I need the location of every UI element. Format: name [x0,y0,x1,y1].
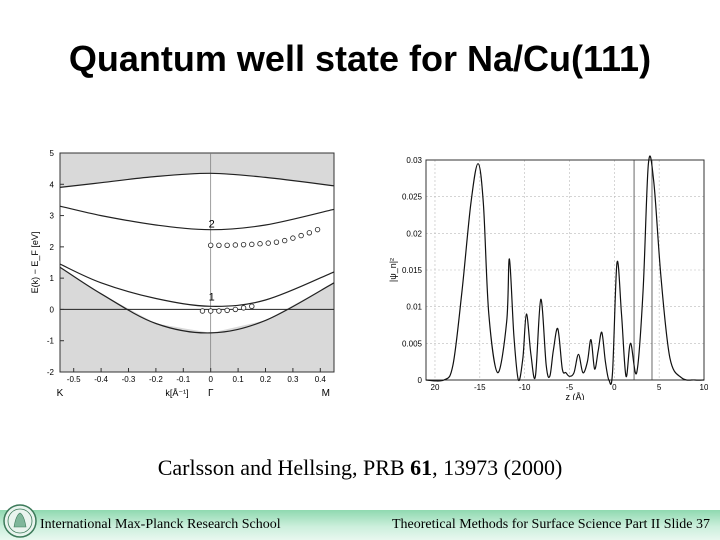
y-axis-label: |ψ_n|² [388,258,398,282]
wavefunction-chart: 0 0.005 0.01 0.015 0.02 0.025 0.03 20 -15 -10 -5 0 5… [388,155,708,400]
y-tick-label: 2 [50,243,55,252]
y-tick-label: 0.02 [406,229,422,238]
data-point [216,308,222,314]
x-tick-label: -10 [519,383,531,392]
band-curve-4 [59,266,335,334]
footer-course: Theoretical Methods for Surface Science … [391,517,710,532]
y-tick-label: 0.005 [402,339,423,348]
data-point [232,306,239,313]
y-tick-label: 4 [50,180,55,189]
footer-bar [0,510,720,540]
data-point [224,307,230,314]
band-annotation: 2 [209,219,215,231]
band-structure-chart: -2 -1 0 1 2 3 4 5 -0.5 -0.4 -0.3 -0.2 -0.1 0 0.1 0.2 0.3… [30,149,335,399]
data-point [273,239,280,245]
plot-frame [425,159,705,381]
data-point [306,230,313,236]
y-tick-label: 0.025 [402,193,423,202]
x-tick-label: -0.3 [122,375,136,384]
data-point [207,308,214,314]
data-point [224,242,230,248]
data-point [257,241,263,247]
y-tick-label: 0 [50,305,55,314]
y-tick-label: 3 [50,212,55,221]
footer-school: International Max-Planck Research School [40,517,281,532]
slide-title: Quantum well state for Na/Cu(111) [68,38,652,79]
y-tick-label: 0 [418,376,423,385]
x-tick-label: -0.2 [149,375,163,384]
x-tick-label: -5 [566,383,574,392]
x-tick-label: 0 [612,383,617,392]
x-tick-label: 0.2 [260,375,272,384]
x-tick-label: 0.3 [287,375,299,384]
x-axis-label: k[Å⁻¹] [165,388,188,398]
symmetry-point-label: M [322,388,330,399]
data-point [249,241,255,248]
y-tick-label: 1 [50,274,55,283]
citation-authors: Carlsson and Hellsing, PRB [157,455,411,480]
max-planck-logo [3,504,37,538]
y-tick-label: 0.015 [402,266,423,275]
x-tick-label: 0 [208,375,213,384]
x-tick-label: 20 [431,383,440,392]
data-point [240,241,247,248]
plot-frame [59,152,335,373]
data-point [216,242,222,248]
y-tick-label: 0.01 [406,303,422,312]
y-tick-label: 0.03 [406,156,422,165]
data-point [265,240,271,246]
data-point [240,305,247,311]
citation-pages: , 13973 (2000) [432,455,563,480]
band-curve-3 [59,263,335,307]
citation-volume: 61 [410,455,433,480]
y-tick-label: 5 [50,149,55,158]
y-tick-label: -1 [47,337,55,346]
citation: Carlsson and Hellsing, PRB 61, 13973 (20… [0,455,720,481]
band-curve-1 [59,172,335,188]
data-point [249,303,255,309]
x-tick-label: 0.1 [233,375,245,384]
data-point [232,242,239,248]
band-annotation: 1 [209,292,215,304]
symmetry-point-label: Γ [208,388,214,399]
y-tick-label: -2 [47,368,55,377]
x-tick-label: -0.5 [67,375,81,384]
x-tick-label: 0.4 [315,375,327,384]
data-point [290,235,296,241]
shaded-region-lower [60,267,334,372]
data-point [199,308,206,314]
data-point [298,232,304,239]
density-curve [425,155,705,385]
x-tick-label: -15 [474,383,486,392]
data-point [207,242,214,248]
x-tick-label: 5 [657,383,662,392]
symmetry-point-label: K [57,388,64,399]
y-axis-label: E(k) − E_F [eV] [30,232,40,294]
x-tick-label: 10 [700,383,708,392]
band-curve-2 [59,205,335,231]
data-point [314,226,321,233]
x-tick-label: -0.4 [94,375,108,384]
x-tick-label: -0.1 [176,375,190,384]
x-axis-label: z (Å) [566,392,585,400]
data-point [281,237,288,244]
